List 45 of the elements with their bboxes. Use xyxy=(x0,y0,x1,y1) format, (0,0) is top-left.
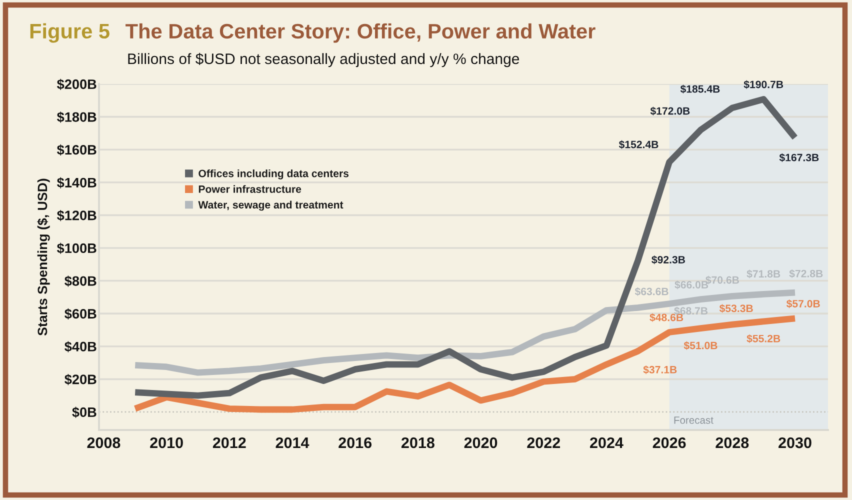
y-axis-title: Starts Spending ($, USD) xyxy=(37,178,50,336)
data-label: $190.7B xyxy=(744,80,784,89)
x-tick-label: 2008 xyxy=(87,437,120,448)
x-tick-label: 2014 xyxy=(276,437,310,448)
y-tick-label: $140B xyxy=(56,177,96,188)
x-tick-label: 2010 xyxy=(150,437,183,448)
y-tick-label: $180B xyxy=(56,112,96,123)
data-label: $48.6B xyxy=(650,313,684,322)
y-tick-label: $0B xyxy=(72,406,96,418)
data-label: $92.3B xyxy=(652,256,685,264)
caption: Figure 5 xyxy=(30,23,110,43)
y-tick-label: $60B xyxy=(64,308,96,320)
chart-title: The Data Center Story: Office, Power and Water xyxy=(126,23,596,43)
data-label: $167.3B xyxy=(779,153,819,162)
band-label: Forecast xyxy=(674,416,714,424)
y-tick-label: $200B xyxy=(56,78,96,90)
data-label: $53.3B xyxy=(719,304,753,313)
y-tick-label: $20B xyxy=(64,374,96,386)
data-label: $51.0B xyxy=(684,341,718,350)
y-tick-label: $80B xyxy=(64,276,96,287)
y-tick-label: $120B xyxy=(56,210,96,222)
data-label: $63.6B xyxy=(634,287,668,296)
x-tick-label: 2012 xyxy=(212,437,246,448)
y-tick-label: $100B xyxy=(56,242,96,254)
x-tick-label: 2028 xyxy=(716,437,749,448)
x-tick-label: 2026 xyxy=(652,437,686,448)
data-label: $152.4B xyxy=(618,140,658,149)
data-label: $68.7B xyxy=(674,306,708,316)
x-tick-label: 2016 xyxy=(338,437,372,448)
y-tick-label: $40B xyxy=(64,341,96,352)
data-label: $57.0B xyxy=(786,300,820,308)
legend-label: Offices including data centers xyxy=(198,169,349,180)
legend-label: Water, sewage and treatment xyxy=(198,200,344,211)
x-tick-label: 2024 xyxy=(590,437,624,448)
y-tick-label: $160B xyxy=(56,144,96,156)
x-tick-label: 2030 xyxy=(778,437,812,448)
x-tick-label: 2018 xyxy=(401,437,434,448)
x-tick-label: 2020 xyxy=(464,437,498,448)
legend-label: Power infrastructure xyxy=(198,185,302,193)
data-label: $172.0B xyxy=(650,106,690,116)
data-label: $185.4B xyxy=(680,84,720,94)
chart-subtitle: Billions of $USD not seasonally adjusted and y/y % change xyxy=(128,52,520,68)
data-label: $37.1B xyxy=(643,365,677,374)
data-label: $55.2B xyxy=(746,334,780,344)
x-tick-label: 2022 xyxy=(527,437,560,448)
